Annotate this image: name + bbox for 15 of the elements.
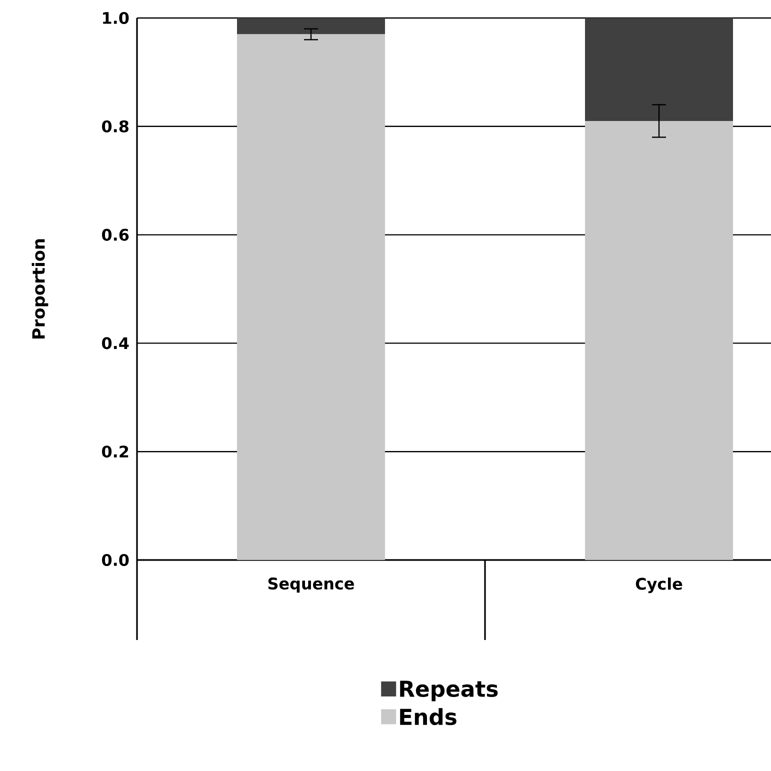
bar: [237, 18, 386, 34]
y-tick-label: 0.6: [102, 228, 129, 241]
bar: [585, 120, 734, 560]
y-tick-label: 0.2: [102, 446, 128, 458]
bar: [585, 18, 734, 121]
legend-label: Ends: [400, 708, 456, 726]
y-tick-label: 0.4: [102, 337, 129, 350]
y-tick-label: 0.0: [102, 554, 129, 566]
x-tick-label: Sequence: [268, 578, 354, 593]
x-tick-label: Cycle: [636, 578, 682, 594]
legend-label: Repeats: [400, 680, 498, 702]
bar: [237, 34, 386, 560]
y-tick-label: 0.8: [102, 120, 128, 132]
y-tick-label: 1.0: [103, 12, 129, 24]
y-axis-title: Proportion: [32, 239, 48, 338]
